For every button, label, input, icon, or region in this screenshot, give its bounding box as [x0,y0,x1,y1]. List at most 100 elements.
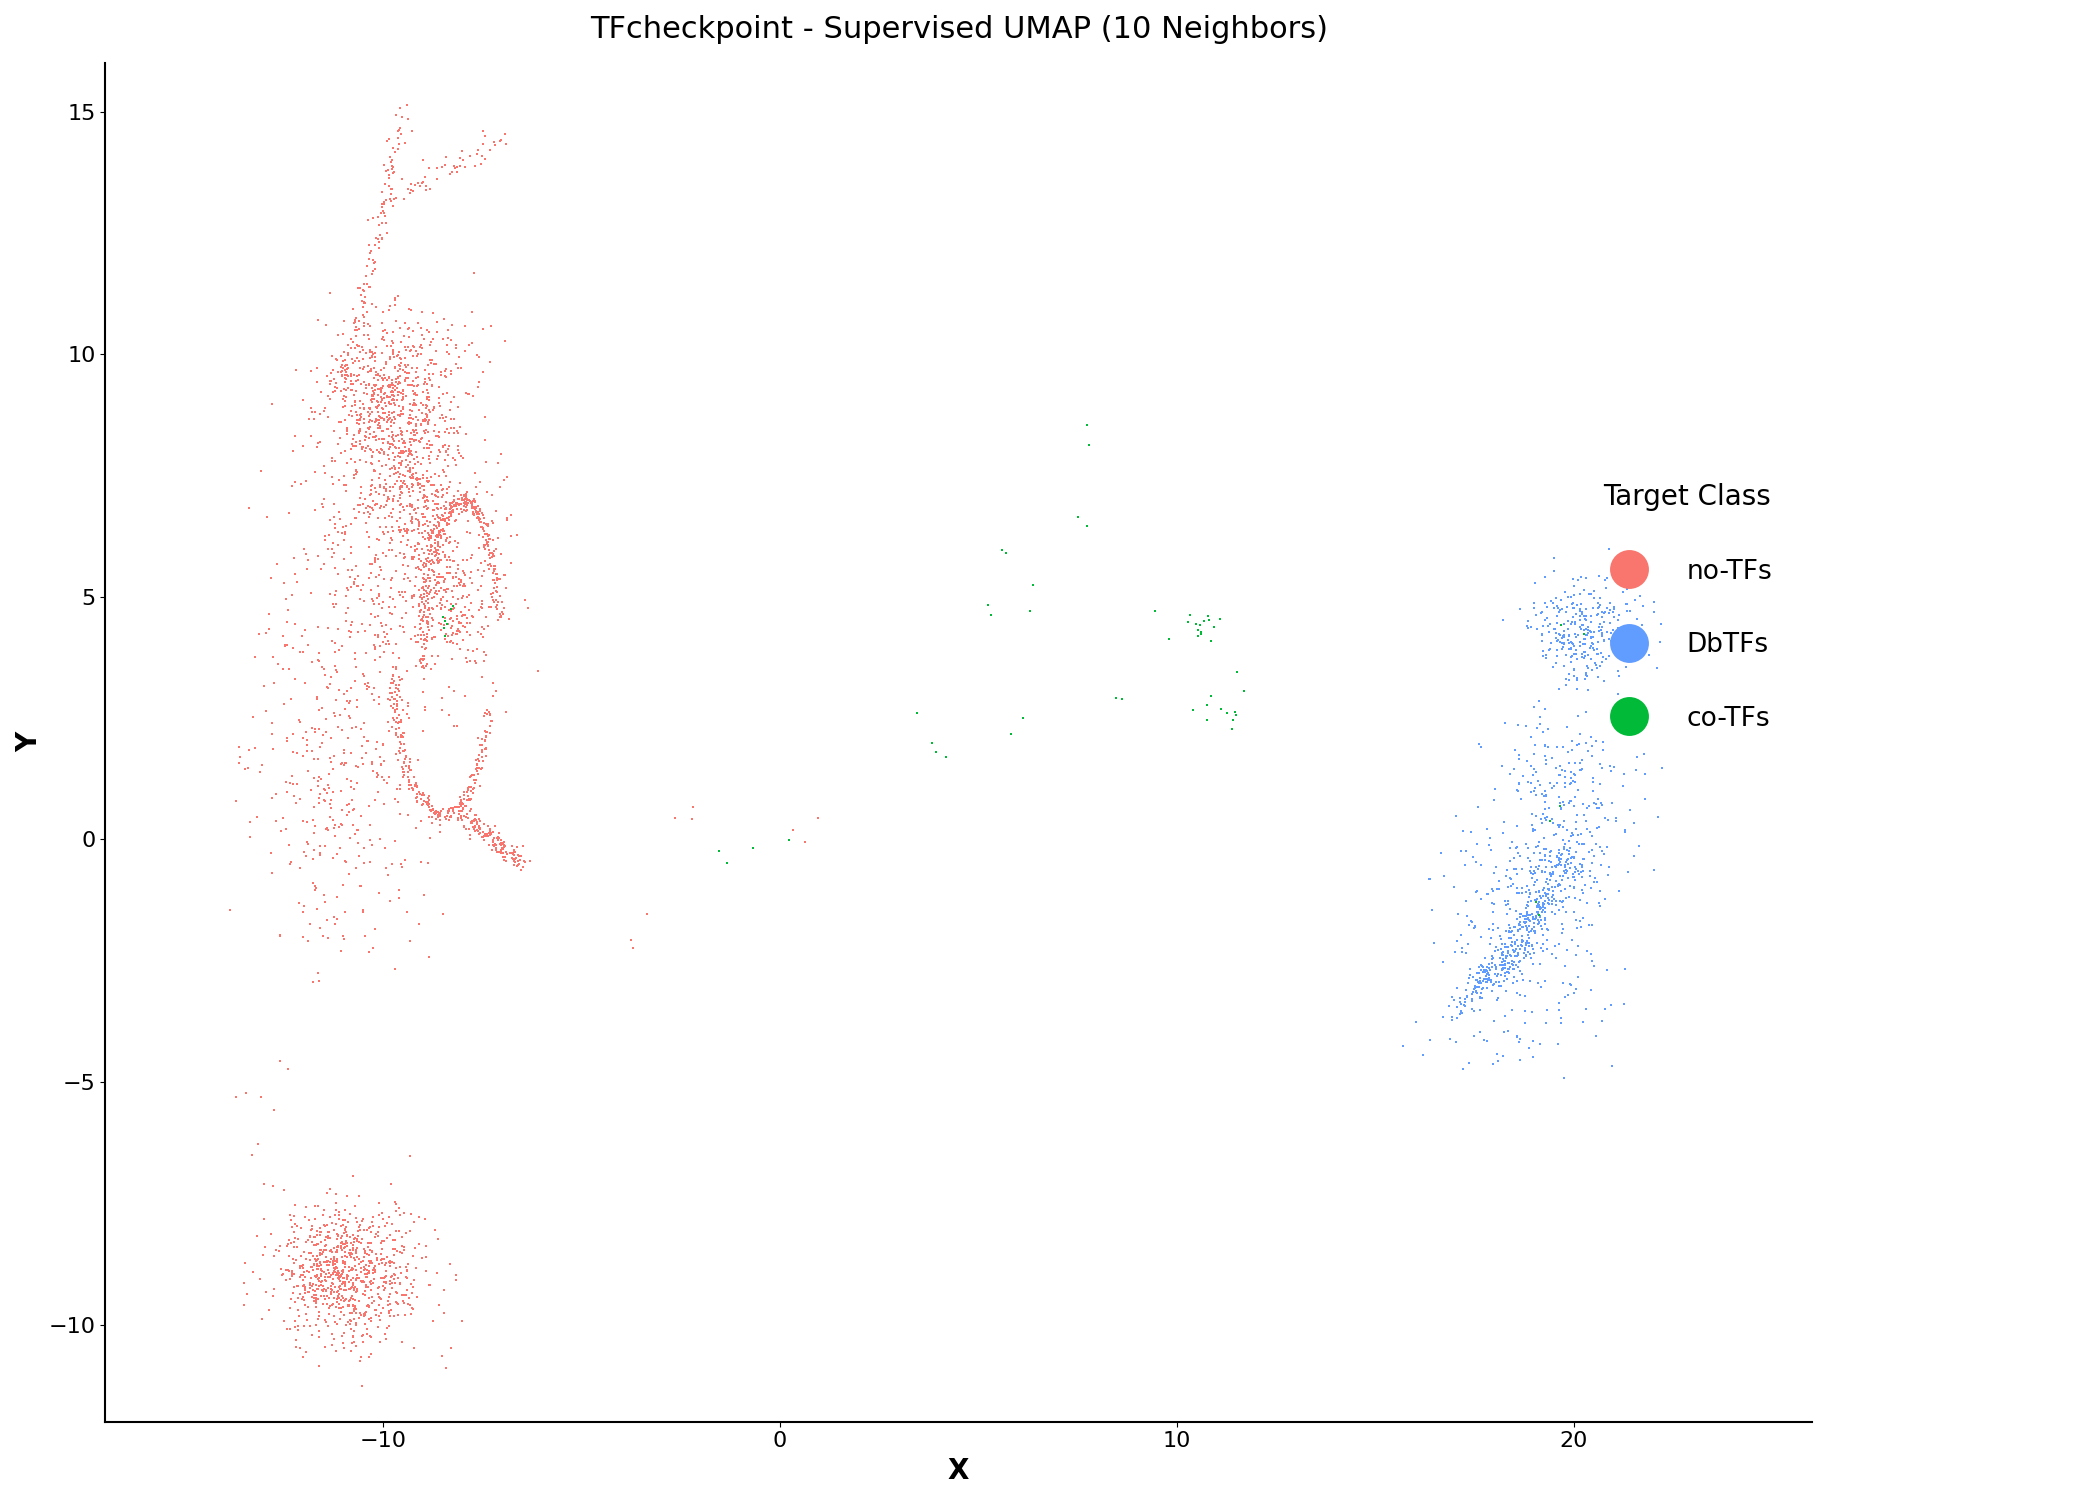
Point [326,1230,359,1254]
Point [382,284,416,308]
Point [462,138,496,162]
Point [233,825,267,849]
Point [1575,724,1609,748]
Point [277,1263,311,1287]
Point [412,366,445,390]
Point [1550,644,1583,668]
Point [1447,990,1480,1014]
Point [974,603,1008,627]
Point [386,738,420,762]
Point [300,1257,334,1281]
Point [1476,972,1510,996]
Point [346,1304,380,1328]
Point [351,360,384,384]
Point [405,656,439,680]
Point [1575,582,1609,606]
Point [475,483,508,507]
Point [1632,642,1665,666]
Point [428,570,462,594]
Point [410,408,443,432]
Point [1573,609,1607,633]
Point [395,464,428,488]
Point [388,130,422,154]
Point [334,336,367,360]
Point [397,456,430,480]
Point [1502,742,1535,766]
Point [449,562,483,586]
Point [426,699,460,723]
Point [321,432,355,456]
Point [1577,790,1611,814]
Point [456,782,489,806]
Point [300,747,334,771]
Point [403,912,437,936]
Point [1497,758,1531,782]
Point [1474,980,1508,1004]
Point [1567,632,1600,656]
Point [437,798,470,822]
Point [382,96,416,120]
Point [1556,567,1590,591]
Point [449,795,483,819]
Point [328,1198,361,1222]
Point [338,1230,372,1254]
Point [1491,951,1525,975]
Point [370,1270,403,1294]
Point [376,656,410,680]
Point [458,764,491,788]
Point [384,772,418,796]
Point [321,1234,355,1258]
Point [336,1299,370,1323]
Point [1556,862,1590,886]
Point [313,1287,346,1311]
Point [1598,555,1632,579]
Point [378,1290,412,1314]
Point [460,748,493,772]
Point [380,656,414,680]
Point [340,459,374,483]
Point [395,399,428,423]
Point [378,456,412,480]
Point [319,1257,353,1281]
Point [384,370,418,394]
Point [439,509,472,532]
Point [410,612,443,636]
Point [401,374,435,398]
Point [340,1240,374,1264]
Point [1172,610,1205,634]
Point [1512,846,1546,870]
Point [386,188,420,211]
Point [449,520,483,544]
Point [384,122,418,146]
Point [281,708,315,732]
Point [1438,804,1472,828]
Point [416,504,449,528]
Point [412,574,445,598]
Point [397,774,430,798]
Point [313,1226,346,1250]
Point [332,558,365,582]
Point [302,640,336,664]
Point [1502,880,1535,904]
Point [326,357,359,381]
Point [1060,506,1094,530]
Point [346,1208,380,1231]
Point [386,698,420,721]
Point [386,440,420,464]
Point [296,970,330,994]
Point [485,842,519,866]
Point [317,380,351,404]
Point [485,128,519,152]
Point [286,744,319,768]
Point [395,536,428,560]
Point [1598,621,1632,645]
Point [410,596,443,619]
Point [380,676,414,700]
Point [1491,968,1525,992]
Point [313,1280,346,1304]
Point [267,807,300,831]
Point [338,390,372,414]
Point [355,1278,388,1302]
Point [447,492,481,516]
Point [334,540,367,564]
